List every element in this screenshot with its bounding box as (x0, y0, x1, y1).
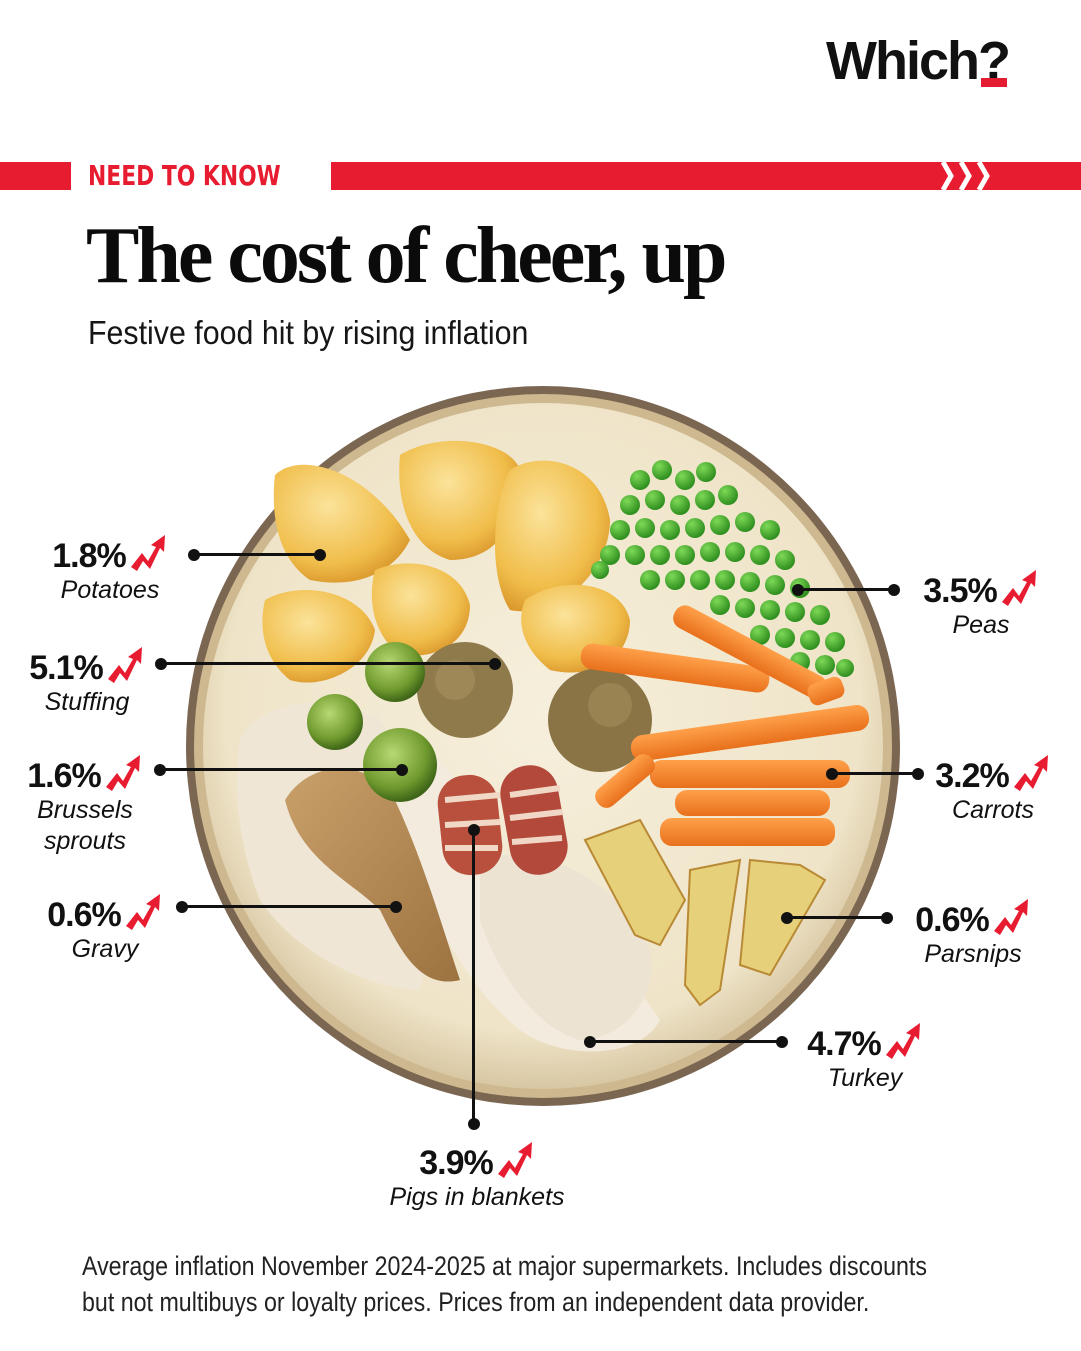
leader-dot (396, 764, 408, 776)
trend-up-arrow-icon (125, 894, 160, 930)
pct-value: 3.5% (923, 572, 997, 610)
item-name: Pigs in blankets (389, 1183, 565, 1211)
logo-text: Which (826, 31, 980, 91)
item-name: Brussels (37, 796, 133, 824)
pct-value: 3.2% (935, 757, 1009, 795)
leader-dot (881, 912, 893, 924)
label-carrots: 3.2% Carrots (928, 753, 1058, 826)
label-gravy: 0.6% Gravy (30, 892, 180, 965)
band-label: NEED TO KNOW (88, 159, 281, 192)
trend-up-arrow-icon (1001, 570, 1036, 606)
trend-up-arrow-icon (130, 535, 165, 571)
pct-value: 0.6% (47, 896, 121, 934)
logo-question-mark: ? (977, 31, 1011, 91)
trend-up-arrow-icon (107, 647, 142, 683)
trend-up-arrow-icon (993, 899, 1028, 935)
band-left-bar (0, 162, 71, 190)
leader-dot (489, 658, 501, 670)
trend-up-arrow-icon (885, 1023, 920, 1059)
label-potatoes: 1.8% Potatoes (30, 533, 190, 606)
footnote-line-1: Average inflation November 2024-2025 at … (82, 1251, 927, 1281)
page-title: The cost of cheer, up (86, 212, 727, 300)
leader-dot (888, 584, 900, 596)
band-right-bar (331, 162, 1081, 190)
leader-dot (912, 768, 924, 780)
trend-up-arrow-icon (105, 755, 140, 791)
pct-value: 3.9% (419, 1144, 493, 1182)
leader-dot (390, 901, 402, 913)
item-name-line2: sprouts (44, 827, 126, 855)
leader-line (182, 905, 396, 908)
label-brussels-sprouts: 1.6% Brussels sprouts (10, 753, 160, 857)
which-logo: Which? (826, 31, 1011, 91)
leader-line (161, 662, 495, 665)
leader-dot (776, 1036, 788, 1048)
leader-line (590, 1040, 782, 1043)
need-to-know-band: NEED TO KNOW (0, 159, 1081, 192)
leader-line (194, 553, 320, 556)
chevrons-icon (941, 162, 990, 190)
leader-dot (314, 549, 326, 561)
leader-dot (468, 1118, 480, 1130)
label-peas: 3.5% Peas (906, 568, 1056, 641)
label-parsnips: 0.6% Parsnips (898, 897, 1048, 970)
leader-line (798, 588, 894, 591)
item-name: Stuffing (44, 688, 130, 716)
label-turkey: 4.7% Turkey (790, 1021, 940, 1094)
trend-up-arrow-icon (1013, 755, 1048, 791)
item-name: Parsnips (924, 940, 1022, 968)
leader-line (832, 772, 918, 775)
item-name: Gravy (71, 935, 139, 963)
leader-line (787, 916, 887, 919)
leader-line (472, 830, 475, 1120)
leader-line (160, 768, 402, 771)
pct-value: 5.1% (29, 649, 103, 687)
item-name: Peas (952, 611, 1010, 639)
item-name: Turkey (827, 1064, 903, 1092)
footnote: Average inflation November 2024-2025 at … (82, 1248, 927, 1320)
pct-value: 1.6% (27, 757, 101, 795)
pct-value: 0.6% (915, 901, 989, 939)
label-pigs-in-blankets: 3.9% Pigs in blankets (362, 1140, 592, 1213)
label-stuffing: 5.1% Stuffing (12, 645, 162, 718)
pct-value: 4.7% (807, 1025, 881, 1063)
trend-up-arrow-icon (497, 1142, 532, 1178)
item-name: Potatoes (60, 576, 160, 604)
page-subtitle: Festive food hit by rising inflation (88, 314, 529, 351)
item-name: Carrots (952, 796, 1034, 824)
pct-value: 1.8% (52, 537, 126, 575)
footnote-line-2: but not multibuys or loyalty prices. Pri… (82, 1287, 870, 1317)
